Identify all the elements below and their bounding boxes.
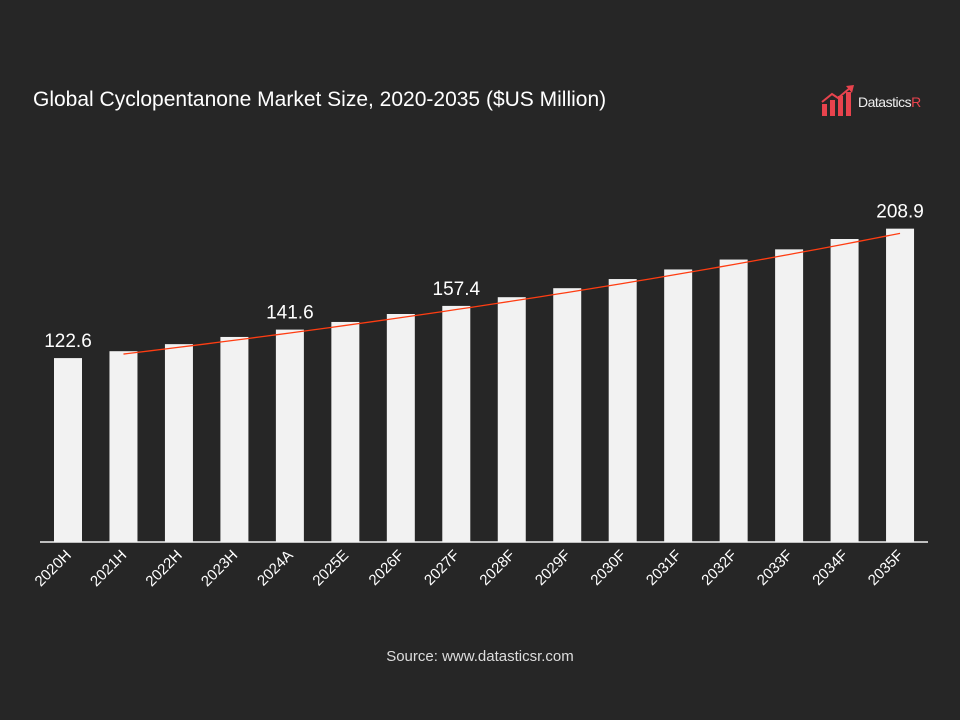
bar-2034F — [830, 239, 859, 542]
x-tick-label: 2027F — [421, 547, 463, 589]
bar-2027F — [442, 305, 471, 542]
bar-2032F — [719, 259, 748, 542]
bar-2024A — [275, 329, 304, 542]
datasticsr-logo: DatasticsR — [820, 84, 930, 118]
bar-2022H — [164, 344, 193, 542]
x-tick-label: 2029F — [532, 547, 574, 589]
bar-2020H — [54, 358, 82, 542]
x-tick-label: 2021H — [87, 547, 130, 590]
x-tick-label: 2034F — [809, 547, 851, 589]
chart-title: Global Cyclopentanone Market Size, 2020-… — [33, 88, 607, 111]
source-note: Source: www.datasticsr.com — [386, 648, 574, 665]
x-tick-label: 2022H — [142, 547, 185, 590]
x-tick-label: 2023H — [198, 547, 241, 590]
bar-2028F — [497, 297, 526, 542]
data-label: 141.6 — [266, 303, 314, 324]
x-tick-label: 2024A — [254, 547, 297, 590]
x-tick-label: 2026F — [366, 547, 408, 589]
x-tick-label: 2025E — [309, 547, 352, 590]
trendline — [123, 232, 901, 355]
bar-2030F — [608, 279, 637, 542]
bar-2021H — [109, 351, 138, 542]
x-tick-label: 2020H — [32, 547, 75, 590]
x-tick-label: 2035F — [865, 547, 907, 589]
x-tick-label: 2028F — [476, 547, 518, 589]
x-tick-label: 2033F — [754, 547, 796, 589]
data-label: 208.9 — [876, 202, 924, 223]
bar-2023H — [220, 336, 249, 542]
bar-2035F — [886, 228, 915, 542]
x-tick-label: 2030F — [587, 547, 629, 589]
logo-chart-icon — [821, 85, 854, 116]
bar-2025E — [331, 321, 360, 542]
bar-2029F — [553, 288, 582, 542]
logo-text-accent: R — [911, 94, 921, 110]
bar-2033F — [775, 249, 804, 542]
bar-2031F — [664, 269, 693, 542]
data-label: 157.4 — [433, 279, 481, 300]
bar-2026F — [386, 314, 415, 542]
logo-text: DatasticsR — [858, 94, 921, 110]
data-label: 122.6 — [44, 331, 92, 352]
logo-text-main: Datastics — [858, 94, 912, 110]
x-tick-label: 2032F — [698, 547, 740, 589]
x-tick-label: 2031F — [643, 547, 685, 589]
